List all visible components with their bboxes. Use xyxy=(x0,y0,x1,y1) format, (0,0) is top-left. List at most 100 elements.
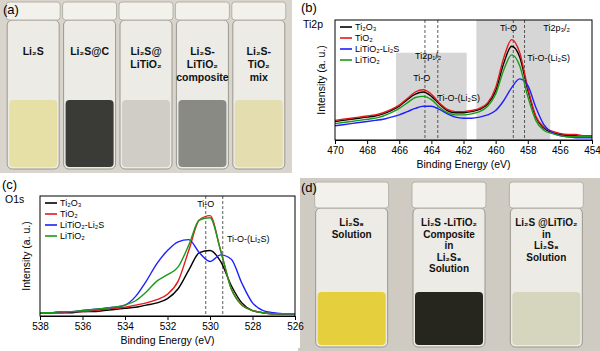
x-tick-label: 460 xyxy=(488,145,505,156)
x-tick-label: 526 xyxy=(287,321,304,332)
vial-label: Composite xyxy=(423,229,475,240)
vial-label: Li₂S @LiTiO₂ xyxy=(515,217,577,228)
legend-label: LiTiO₂ xyxy=(60,231,85,241)
x-tick-label: 470 xyxy=(327,145,344,156)
x-tick: 456 xyxy=(552,140,569,156)
legend-label: TiO₂ xyxy=(355,33,373,43)
vial-label: Solution xyxy=(526,252,566,263)
x-tick: 470 xyxy=(327,140,344,156)
x-tick: 528 xyxy=(245,316,262,332)
x-tick-mark xyxy=(367,140,368,144)
x-tick-mark xyxy=(295,316,296,320)
peak-line xyxy=(437,20,438,140)
photo-background xyxy=(298,178,600,351)
series-line xyxy=(335,46,592,137)
legend-swatch xyxy=(45,202,57,204)
vial-label: LiTiO₂ xyxy=(130,58,162,70)
annotation: Ti2p₁/₂ xyxy=(415,51,442,61)
vial-liquid xyxy=(235,100,283,167)
vial-label: TiO₂ xyxy=(248,58,270,70)
vial-glass xyxy=(510,208,582,347)
x-tick-mark xyxy=(399,140,400,144)
legend-label: LiTiO₂ xyxy=(355,55,380,65)
legend-swatch xyxy=(45,224,57,226)
x-tick-label: 534 xyxy=(117,321,134,332)
annotation: Ti2p₃/₂ xyxy=(543,23,570,33)
vial-glass xyxy=(413,208,485,347)
photo-background xyxy=(0,0,292,173)
panel-label: (a) xyxy=(3,2,19,17)
x-tick: 466 xyxy=(391,140,408,156)
vial-label: in xyxy=(445,240,454,251)
x-tick-mark xyxy=(253,316,254,320)
chart-background xyxy=(295,0,597,172)
vial-glass xyxy=(316,208,388,347)
series-line xyxy=(40,218,295,314)
x-tick: 530 xyxy=(202,316,219,332)
vial-cap xyxy=(119,2,173,20)
x-tick-mark xyxy=(496,140,497,144)
legend-swatch xyxy=(45,213,57,215)
vial-liquid xyxy=(9,100,57,167)
x-tick: 526 xyxy=(287,316,304,332)
chart-panel: 470468466464462460458456454Binding Energ… xyxy=(295,0,600,172)
vial-liquid xyxy=(178,100,226,167)
vial-label: LiTiO₂ xyxy=(187,58,219,70)
series-line xyxy=(40,216,295,314)
vial-cap xyxy=(232,2,286,20)
vial-label: mix xyxy=(250,71,268,83)
series-line xyxy=(40,240,295,314)
panel-label: (d) xyxy=(301,180,317,195)
vial-cap xyxy=(315,182,389,208)
x-tick-mark xyxy=(335,140,336,144)
vial-liquid xyxy=(415,292,483,345)
x-tick-mark xyxy=(210,316,211,320)
x-tick-label: 454 xyxy=(584,145,600,156)
plot-area xyxy=(40,196,295,316)
y-axis-title: Intensity (a. u.) xyxy=(20,221,32,290)
x-axis-title: Binding Energy (eV) xyxy=(121,334,215,346)
vial-glass xyxy=(64,20,116,169)
panel-label: (b) xyxy=(301,0,317,15)
legend-label: TiO₂ xyxy=(60,209,78,219)
vial-label: Li₂S -LiTiO₂ xyxy=(421,217,477,228)
vial-label: Solution xyxy=(332,229,372,240)
x-tick-mark xyxy=(592,140,593,144)
x-axis: 538536534532530528526 xyxy=(32,316,304,332)
x-tick-label: 462 xyxy=(456,145,473,156)
vial-glass xyxy=(7,20,59,169)
annotation: Ti-O xyxy=(413,73,430,83)
legend-label: LiTiO₂-Li₂S xyxy=(60,220,104,230)
x-tick: 468 xyxy=(359,140,376,156)
legend-label: LiTiO₂-Li₂S xyxy=(355,44,399,54)
vial-liquid xyxy=(122,100,170,167)
x-tick-label: 464 xyxy=(424,145,441,156)
y-axis-title: Intensity (a. u.) xyxy=(315,45,327,114)
legend-swatch xyxy=(340,26,352,28)
vial-label: Li₂S@ xyxy=(130,45,161,57)
peak-line xyxy=(513,20,514,140)
legend-swatch xyxy=(45,235,57,237)
vial-label: Li₂S₈ xyxy=(339,217,364,228)
annotation: Ti-O xyxy=(500,23,517,33)
photo-panel-a: Li₂SLi₂S@CLi₂S@LiTiO₂Li₂S-LiTiO₂composit… xyxy=(0,0,292,173)
x-tick-label: 468 xyxy=(359,145,376,156)
vial-cap xyxy=(509,182,583,208)
x-tick: 462 xyxy=(456,140,473,156)
vial-label: composite xyxy=(176,71,229,83)
legend: Ti₂O₃TiO₂LiTiO₂-Li₂SLiTiO₂ xyxy=(45,198,104,241)
chart-title: Ti2p xyxy=(303,18,323,30)
vial-liquid xyxy=(66,100,114,167)
series-line xyxy=(335,55,592,137)
legend-swatch xyxy=(340,37,352,39)
legend-swatch xyxy=(340,59,352,61)
legend-swatch xyxy=(340,48,352,50)
peak-line xyxy=(205,196,206,316)
x-tick-label: 528 xyxy=(245,321,262,332)
x-tick-label: 466 xyxy=(391,145,408,156)
annotation: Ti-O-(Li₂S) xyxy=(527,53,570,63)
vial-label: Li₂S@C xyxy=(70,45,109,57)
vial-glass xyxy=(233,20,285,169)
vial-label: Li₂S xyxy=(23,45,44,57)
annotation: Ti-O xyxy=(197,199,214,209)
